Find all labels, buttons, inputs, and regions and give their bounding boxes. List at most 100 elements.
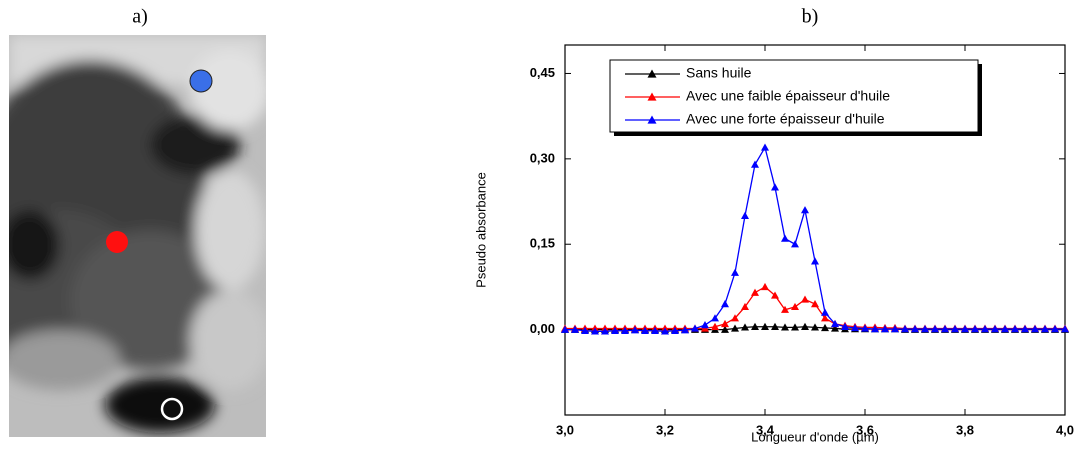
data-point xyxy=(801,295,809,303)
y-axis-label: Pseudo absorbance xyxy=(473,172,488,288)
data-point xyxy=(641,326,649,334)
data-point xyxy=(781,305,789,313)
data-point xyxy=(741,302,749,311)
data-point xyxy=(771,291,779,299)
data-point xyxy=(711,322,719,330)
marker-red xyxy=(106,231,128,253)
data-point xyxy=(821,323,829,332)
data-point xyxy=(961,325,969,333)
data-point xyxy=(801,206,809,214)
data-point xyxy=(581,326,589,334)
data-point xyxy=(941,325,949,333)
data-point xyxy=(991,325,999,333)
data-point xyxy=(751,160,759,168)
legend: Sans huile Avec une faible épaisseur d'hu… xyxy=(609,59,982,136)
series-line xyxy=(565,286,1065,330)
panel-label: a) xyxy=(132,6,148,28)
legend-label: Avec une faible épaisseur d'huile xyxy=(686,88,890,104)
data-point xyxy=(971,325,979,333)
data-point xyxy=(741,323,749,331)
data-point xyxy=(1051,325,1059,333)
data-point xyxy=(1001,325,1009,333)
data-point xyxy=(721,300,729,308)
data-point xyxy=(771,183,779,191)
x-tick-label: 3,2 xyxy=(656,422,674,437)
data-point xyxy=(721,325,729,333)
data-point xyxy=(601,327,609,335)
data-point xyxy=(931,325,939,333)
x-tick-label: 3,4 xyxy=(756,422,775,437)
data-point xyxy=(631,326,639,334)
data-point xyxy=(891,325,899,333)
data-point xyxy=(661,327,669,335)
data-point xyxy=(1031,325,1039,333)
data-point xyxy=(651,326,659,334)
data-point xyxy=(741,211,749,219)
x-axis-label: Longueur d'onde (µm) xyxy=(751,429,879,444)
data-point xyxy=(681,326,689,334)
y-tick-label: 0,30 xyxy=(530,150,555,165)
data-point xyxy=(751,322,759,330)
data-point xyxy=(731,314,739,322)
data-point xyxy=(1021,325,1029,333)
data-point xyxy=(711,314,719,322)
marker-blue xyxy=(189,69,213,93)
data-point xyxy=(861,324,869,332)
data-point xyxy=(761,322,769,330)
x-tick-label: 3,0 xyxy=(556,422,574,437)
plot-frame xyxy=(564,44,1066,416)
data-point xyxy=(1041,325,1049,333)
data-point xyxy=(831,319,839,328)
data-point xyxy=(701,321,709,329)
legend-marker xyxy=(647,69,657,78)
x-tick-label: 3,6 xyxy=(856,422,874,437)
data-point xyxy=(721,319,729,328)
data-point xyxy=(981,325,989,333)
legend-label: Sans huile xyxy=(686,65,752,81)
data-point xyxy=(671,326,679,334)
x-tick-label: 4,0 xyxy=(1056,422,1074,437)
x-tick-label: 3,8 xyxy=(956,422,974,437)
data-point xyxy=(571,325,579,333)
data-point xyxy=(811,300,819,308)
data-point xyxy=(841,322,849,330)
data-point xyxy=(791,240,799,248)
legend-label: Avec une forte épaisseur d'huile xyxy=(686,111,885,127)
data-point xyxy=(781,323,789,331)
data-point xyxy=(911,325,919,333)
data-point xyxy=(811,257,819,265)
data-point xyxy=(851,323,859,332)
data-point xyxy=(881,325,889,333)
data-point xyxy=(901,325,909,333)
y-tick-label: 0,45 xyxy=(530,65,555,80)
data-point xyxy=(1011,325,1019,333)
data-point xyxy=(761,143,769,151)
data-point xyxy=(791,302,799,311)
data-point xyxy=(801,322,809,330)
data-point xyxy=(1061,325,1069,333)
data-point xyxy=(871,325,879,333)
data-point xyxy=(821,314,829,322)
data-point xyxy=(621,326,629,334)
data-point xyxy=(751,288,759,296)
y-tick-label: 0,00 xyxy=(530,321,555,336)
legend-marker xyxy=(647,115,657,124)
chart-title: b) xyxy=(802,6,819,28)
y-tick-label: 0,15 xyxy=(530,236,555,251)
data-point xyxy=(831,324,839,332)
legend-marker xyxy=(647,92,657,101)
micrograph xyxy=(9,35,266,437)
data-point xyxy=(611,326,619,334)
data-point xyxy=(761,282,769,291)
data-point xyxy=(921,325,929,333)
data-point xyxy=(821,308,829,316)
data-point xyxy=(561,325,569,333)
data-point xyxy=(691,324,699,332)
data-point xyxy=(731,324,739,332)
data-point xyxy=(781,234,789,242)
data-point xyxy=(771,322,779,330)
marker-white xyxy=(160,397,184,421)
data-point xyxy=(951,325,959,333)
data-point xyxy=(731,268,739,276)
data-point xyxy=(791,323,799,331)
